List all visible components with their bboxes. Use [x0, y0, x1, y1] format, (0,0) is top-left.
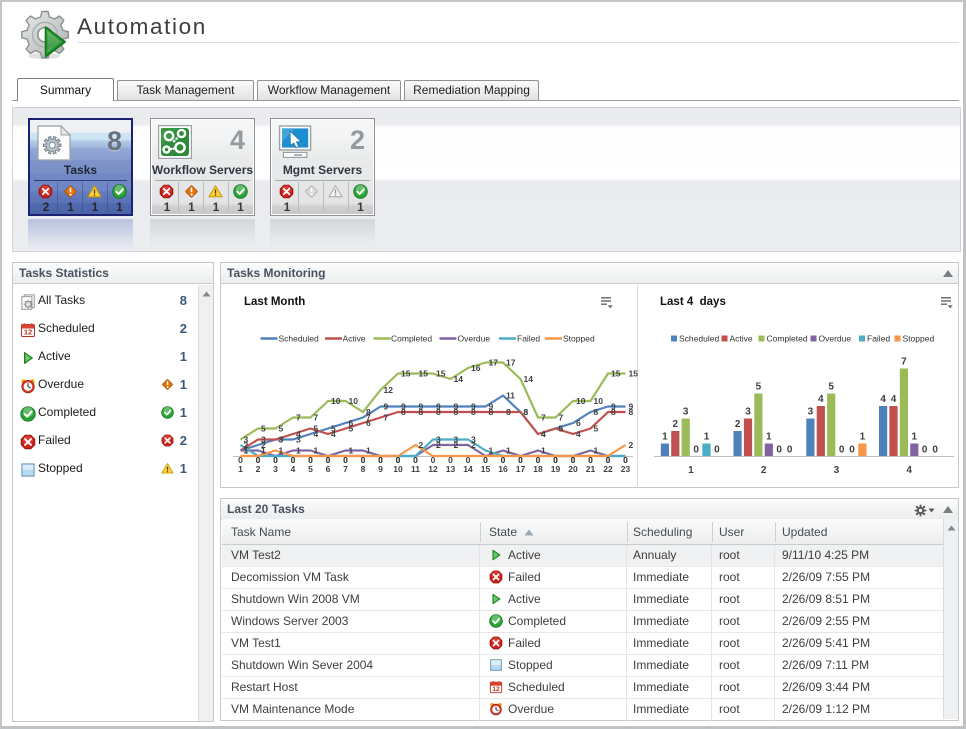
svg-text:12: 12: [492, 686, 500, 693]
svg-text:12: 12: [24, 328, 32, 337]
